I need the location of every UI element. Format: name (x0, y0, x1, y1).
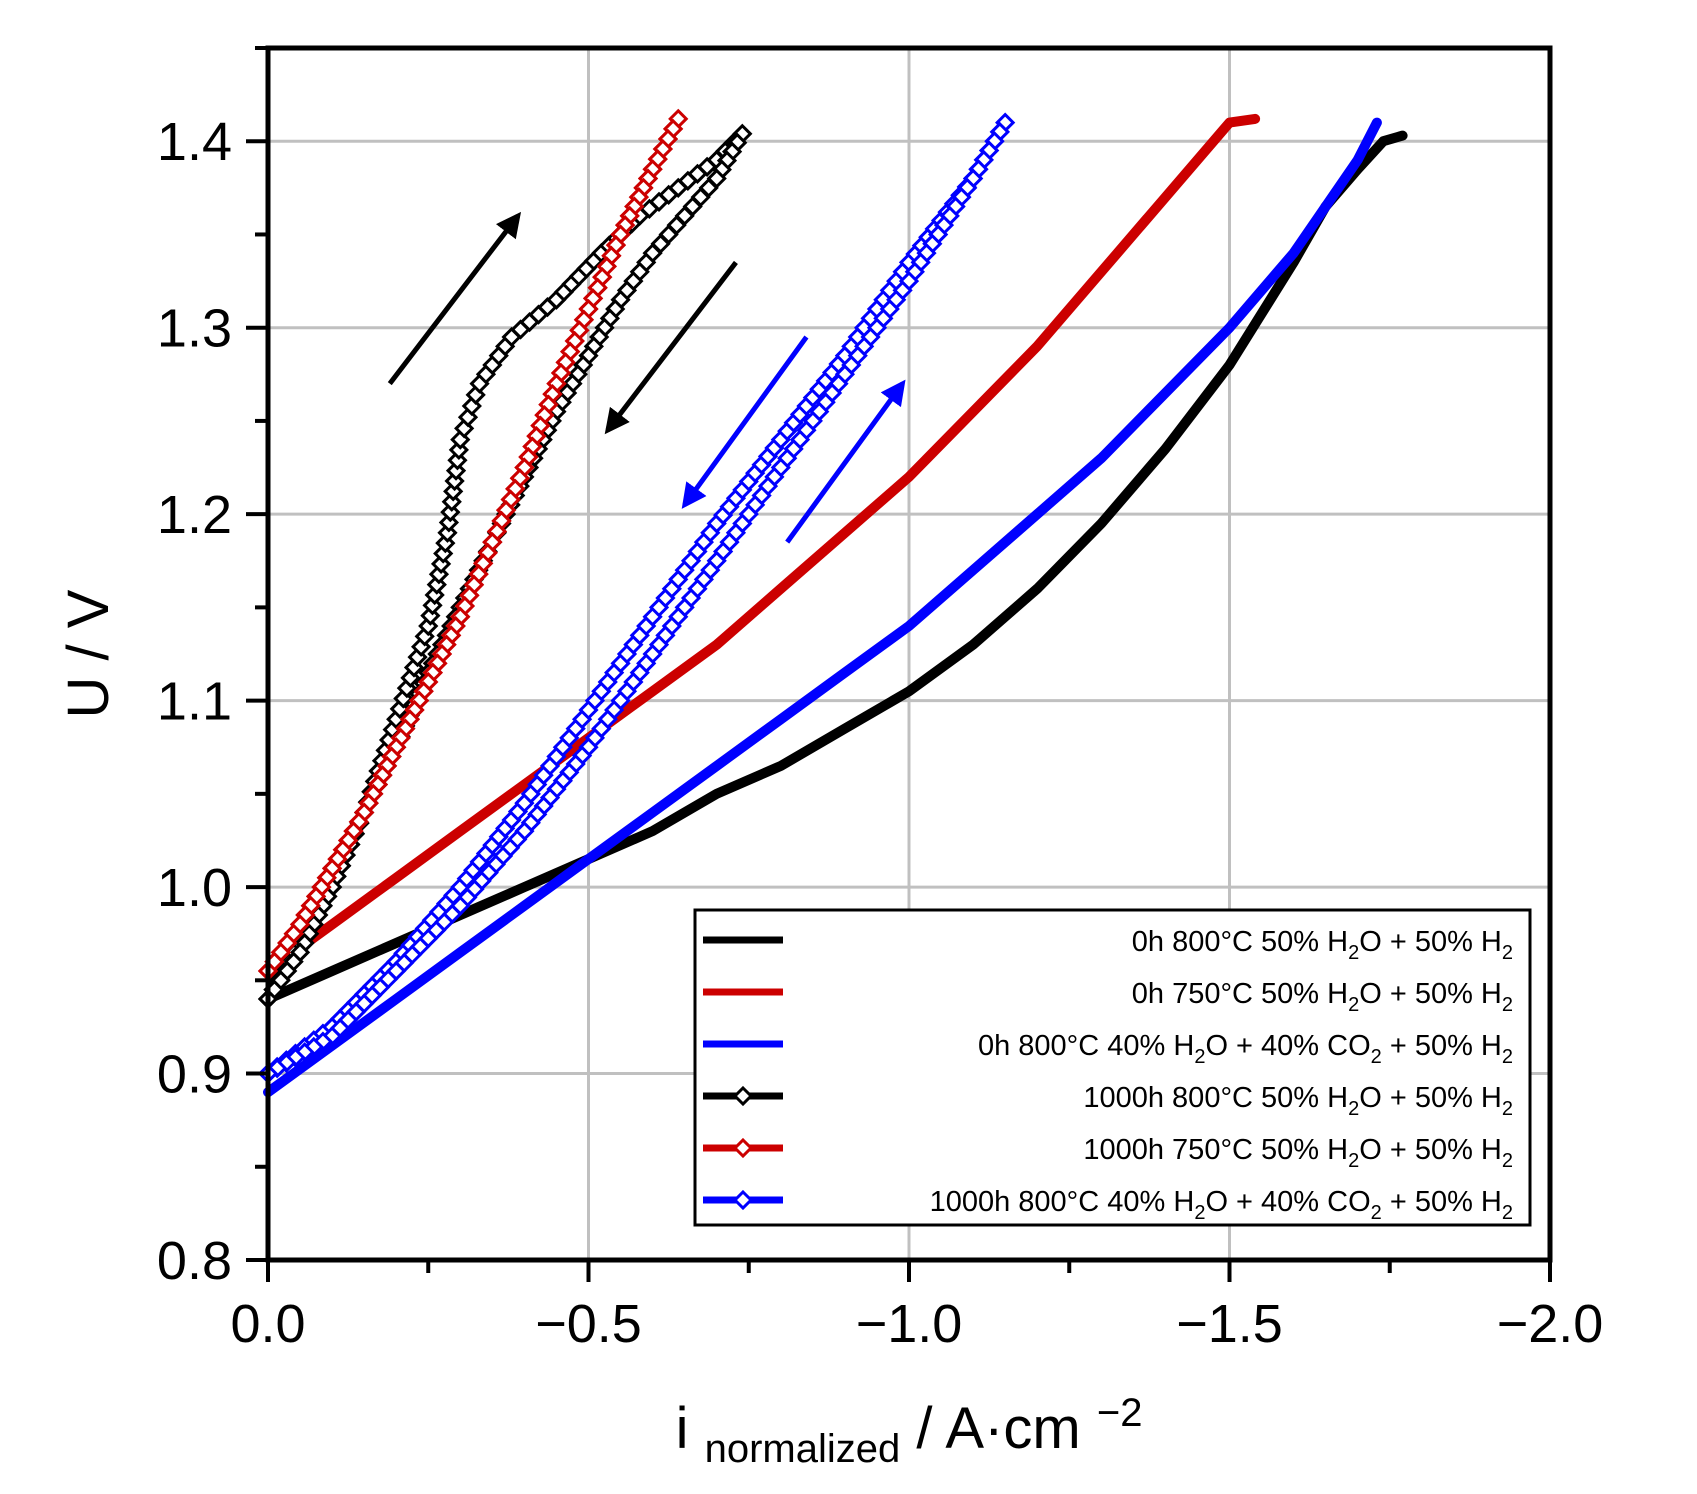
legend-subscript: 2 (1348, 942, 1359, 964)
legend-subscript: 2 (1502, 1098, 1513, 1120)
legend-text-part: O + 40% CO (1205, 1030, 1370, 1062)
legend-label: 0h 750°C 50% H2O + 50% H2 (1132, 978, 1513, 1016)
legend-label: 1000h 750°C 50% H2O + 50% H2 (1083, 1134, 1513, 1172)
legend-item: 1000h 750°C 50% H2O + 50% H2 (703, 1134, 1513, 1172)
legend-box (693, 908, 1532, 1227)
x-axis-title-unit: / A·cm (916, 1396, 1080, 1461)
legend-item: 0h 750°C 50% H2O + 50% H2 (703, 978, 1513, 1016)
legend-text-part: 1000h 750°C 50% H (1083, 1134, 1348, 1166)
y-axis-title: U / V (56, 589, 121, 718)
legend-text-part: 0h 800°C 40% H (978, 1030, 1194, 1062)
sweep-arrow (604, 260, 738, 435)
legend-subscript: 2 (1194, 1202, 1205, 1224)
series-6 (257, 112, 1016, 1084)
x-axis-title-subscript: normalized (705, 1427, 901, 1471)
legend-text-part: + 50% H (1382, 1030, 1502, 1062)
legend-item: 1000h 800°C 50% H2O + 50% H2 (703, 1082, 1513, 1120)
legend-text-part: 0h 800°C 50% H (1132, 926, 1348, 958)
legend-subscript: 2 (1502, 1202, 1513, 1224)
legend-subscript: 2 (1502, 994, 1513, 1016)
annotations (387, 211, 906, 544)
legend-subscript: 2 (1371, 1202, 1382, 1224)
sweep-arrow (785, 379, 906, 544)
x-tick-label: −1.0 (856, 1294, 963, 1354)
legend-item: 0h 800°C 40% H2O + 40% CO2 + 50% H2 (703, 1030, 1513, 1068)
legend-label: 1000h 800°C 40% H2O + 40% CO2 + 50% H2 (930, 1186, 1513, 1224)
legend-swatch-marker (732, 1189, 754, 1211)
legend-subscript: 2 (1348, 994, 1359, 1016)
legend-text-part: 1000h 800°C 50% H (1083, 1082, 1348, 1114)
x-tick-label: −2.0 (1497, 1294, 1604, 1354)
legend-text-part: 1000h 800°C 40% H (930, 1186, 1195, 1218)
y-tick-label: 0.9 (157, 1045, 232, 1105)
series-line (263, 117, 1382, 1098)
series-group (257, 108, 1408, 1098)
legend-label: 0h 800°C 50% H2O + 50% H2 (1132, 926, 1513, 964)
legend-text-part: + 50% H (1382, 1186, 1502, 1218)
y-tick-label: 1.2 (157, 485, 232, 545)
legend-subscript: 2 (1502, 1150, 1513, 1172)
x-tick-label: −0.5 (535, 1294, 642, 1354)
series-5 (257, 108, 689, 982)
legend-item: 1000h 800°C 40% H2O + 40% CO2 + 50% H2 (703, 1186, 1513, 1224)
legend-item: 0h 800°C 50% H2O + 50% H2 (703, 926, 1513, 964)
x-tick-label: −1.5 (1176, 1294, 1283, 1354)
y-tick-label: 1.4 (157, 112, 232, 172)
x-tick-label: 0.0 (230, 1294, 305, 1354)
legend-text-part: 0h 750°C 50% H (1132, 978, 1348, 1010)
axis-ticks: 0.0 −0.5 −1.0 −1.5 −2.0 0.8 0.9 1.0 1.1 1.2 1.3 1.4 (157, 46, 1604, 1354)
legend-text-part: O + 50% H (1359, 978, 1502, 1010)
sweep-arrow (387, 211, 522, 386)
x-axis-title-superscript: −2 (1097, 1391, 1143, 1435)
legend-subscript: 2 (1348, 1150, 1359, 1172)
legend-subscript: 2 (1348, 1098, 1359, 1120)
legend-swatch-marker (732, 1137, 754, 1159)
legend-label: 1000h 800°C 50% H2O + 50% H2 (1083, 1082, 1513, 1120)
x-axis-title-main: i (676, 1396, 689, 1461)
x-axis-title: i normalized / A·cm −2 (676, 1391, 1143, 1475)
legend-subscript: 2 (1371, 1046, 1382, 1068)
series-2 (263, 113, 1261, 976)
legend-label: 0h 800°C 40% H2O + 40% CO2 + 50% H2 (978, 1030, 1513, 1068)
legend-subscript: 2 (1502, 1046, 1513, 1068)
legend-swatch-marker (732, 1085, 754, 1107)
legend-text-part: O + 40% CO (1205, 1186, 1370, 1218)
legend-subscript: 2 (1502, 942, 1513, 964)
y-tick-label: 1.0 (157, 858, 232, 918)
y-tick-label: 0.8 (157, 1231, 232, 1291)
legend-text-part: O + 50% H (1359, 1082, 1502, 1114)
y-tick-label: 1.1 (157, 672, 232, 732)
sweep-arrow (681, 335, 809, 509)
legend-subscript: 2 (1194, 1046, 1205, 1068)
series-3 (263, 117, 1382, 1098)
legend-text-part: O + 50% H (1359, 926, 1502, 958)
legend-text-part: O + 50% H (1359, 1134, 1502, 1166)
y-tick-label: 1.3 (157, 299, 232, 359)
series-line (263, 113, 1261, 976)
